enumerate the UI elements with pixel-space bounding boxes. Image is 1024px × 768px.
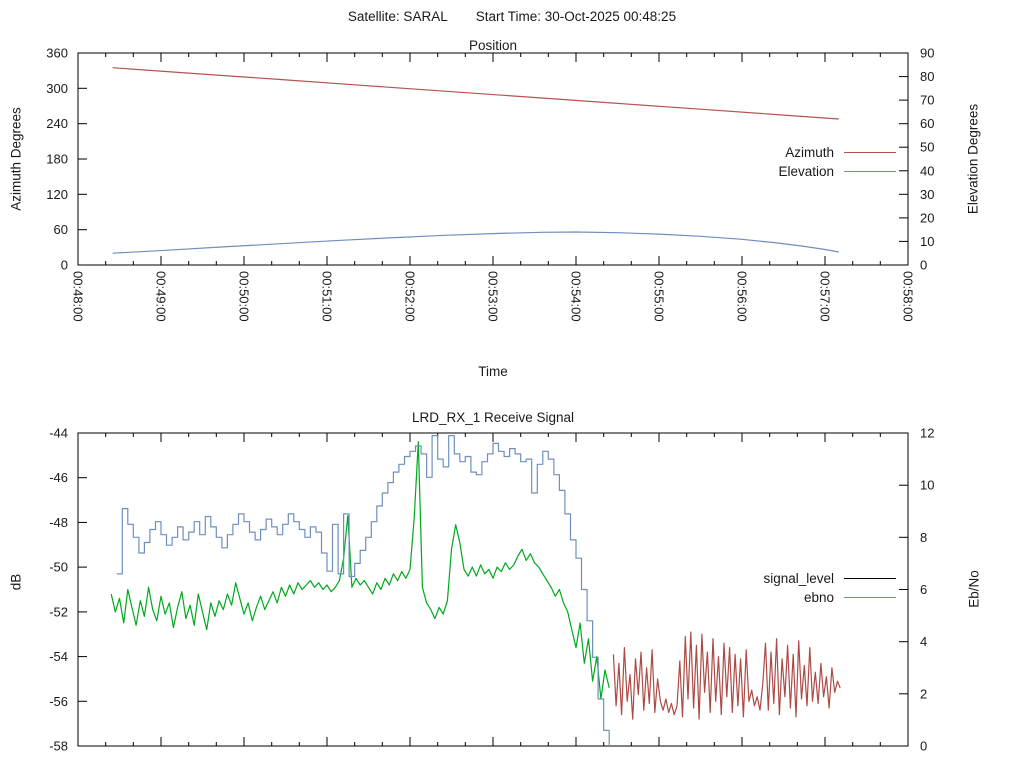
x-tick-label: 00:54:00 — [569, 271, 584, 322]
y2-tick-label: 60 — [920, 116, 934, 131]
y2-tick-label: 80 — [920, 69, 934, 84]
y2-tick-label: 10 — [920, 478, 934, 493]
y2-tick-label: 70 — [920, 93, 934, 108]
position-chart-title: Position — [468, 38, 518, 53]
x-tick-label: 00:57:00 — [818, 271, 833, 322]
legend-entry-azimuth: Azimuth — [785, 143, 896, 161]
y-tick-label: 0 — [61, 258, 68, 273]
y2-tick-label: 30 — [920, 187, 934, 202]
x-tick-label: 00:48:00 — [71, 271, 86, 322]
legend-line-signal-level — [844, 577, 896, 579]
x-tick-label: 00:51:00 — [320, 271, 335, 322]
figure-title: Satellite: SARAL Start Time: 30-Oct-2025 … — [0, 9, 1024, 24]
y2-tick-label: 8 — [920, 530, 927, 545]
y2-tick-label: 12 — [920, 426, 934, 441]
x-tick-label: 00:49:00 — [154, 271, 169, 322]
y-tick-label: -44 — [49, 426, 68, 441]
y-tick-label: 180 — [46, 152, 68, 167]
y2-tick-label: 0 — [920, 739, 927, 754]
x-tick-label: 00:50:00 — [237, 271, 252, 322]
series-signal-level-carrier-lock- — [110, 441, 610, 700]
series-elevation — [112, 231, 839, 254]
y2-tick-label: 4 — [920, 634, 927, 649]
y2-tick-label: 20 — [920, 210, 934, 225]
legend-label-azimuth: Azimuth — [785, 144, 834, 160]
receive-signal-chart-title: LRD_RX_1 Receive Signal — [411, 410, 575, 425]
x-tick-label: 00:58:00 — [901, 271, 916, 322]
legend-line-elevation — [844, 170, 896, 172]
legend-line-azimuth — [844, 151, 896, 153]
y2-tick-label: 2 — [920, 686, 927, 701]
plot-border — [77, 432, 909, 747]
series-ebno — [116, 435, 610, 746]
x-tick-label: 00:55:00 — [652, 271, 667, 322]
elevation-axis-label: Elevation Degrees — [965, 103, 981, 215]
y2-tick-label: 6 — [920, 582, 927, 597]
legend-entry-ebno: ebno — [804, 588, 896, 606]
y-tick-label: -58 — [49, 739, 68, 754]
x-tick-label: 00:56:00 — [735, 271, 750, 322]
y2-tick-label: 40 — [920, 163, 934, 178]
y2-tick-label: 50 — [920, 140, 934, 155]
series-azimuth — [112, 67, 839, 120]
legend-label-signal-level: signal_level — [763, 570, 834, 586]
y-tick-label: 300 — [46, 81, 68, 96]
y2-tick-label: 10 — [920, 234, 934, 249]
y-tick-label: -50 — [49, 560, 68, 575]
x-tick-label: 00:52:00 — [403, 271, 418, 322]
y2-tick-label: 90 — [920, 46, 934, 61]
y-tick-label: -46 — [49, 470, 68, 485]
y-tick-label: 60 — [54, 222, 68, 237]
y-tick-label: -48 — [49, 515, 68, 530]
ebno-axis-label: Eb/No — [966, 570, 982, 608]
legend-label-elevation: Elevation — [778, 163, 834, 179]
y-tick-label: -54 — [49, 649, 68, 664]
series-signal-level-unlocked- — [612, 631, 841, 720]
y-tick-label: 360 — [46, 46, 68, 61]
legend-line-ebno — [844, 596, 896, 598]
db-axis-label: dB — [8, 573, 24, 591]
legend-entry-elevation: Elevation — [778, 162, 896, 180]
start-time-label: Start Time: 30-Oct-2025 00:48:25 — [475, 9, 677, 24]
satellite-label: Satellite: SARAL — [347, 9, 448, 24]
y2-tick-label: 0 — [920, 258, 927, 273]
y-tick-label: -52 — [49, 604, 68, 619]
azimuth-axis-label: Azimuth Degrees — [8, 107, 24, 211]
legend-entry-signal-level: signal_level — [763, 569, 896, 587]
x-tick-label: 00:53:00 — [486, 271, 501, 322]
y-tick-label: -56 — [49, 694, 68, 709]
y-tick-label: 240 — [46, 116, 68, 131]
time-axis-label: Time — [478, 364, 508, 379]
legend-label-ebno: ebno — [803, 589, 834, 605]
y-tick-label: 120 — [46, 187, 68, 202]
